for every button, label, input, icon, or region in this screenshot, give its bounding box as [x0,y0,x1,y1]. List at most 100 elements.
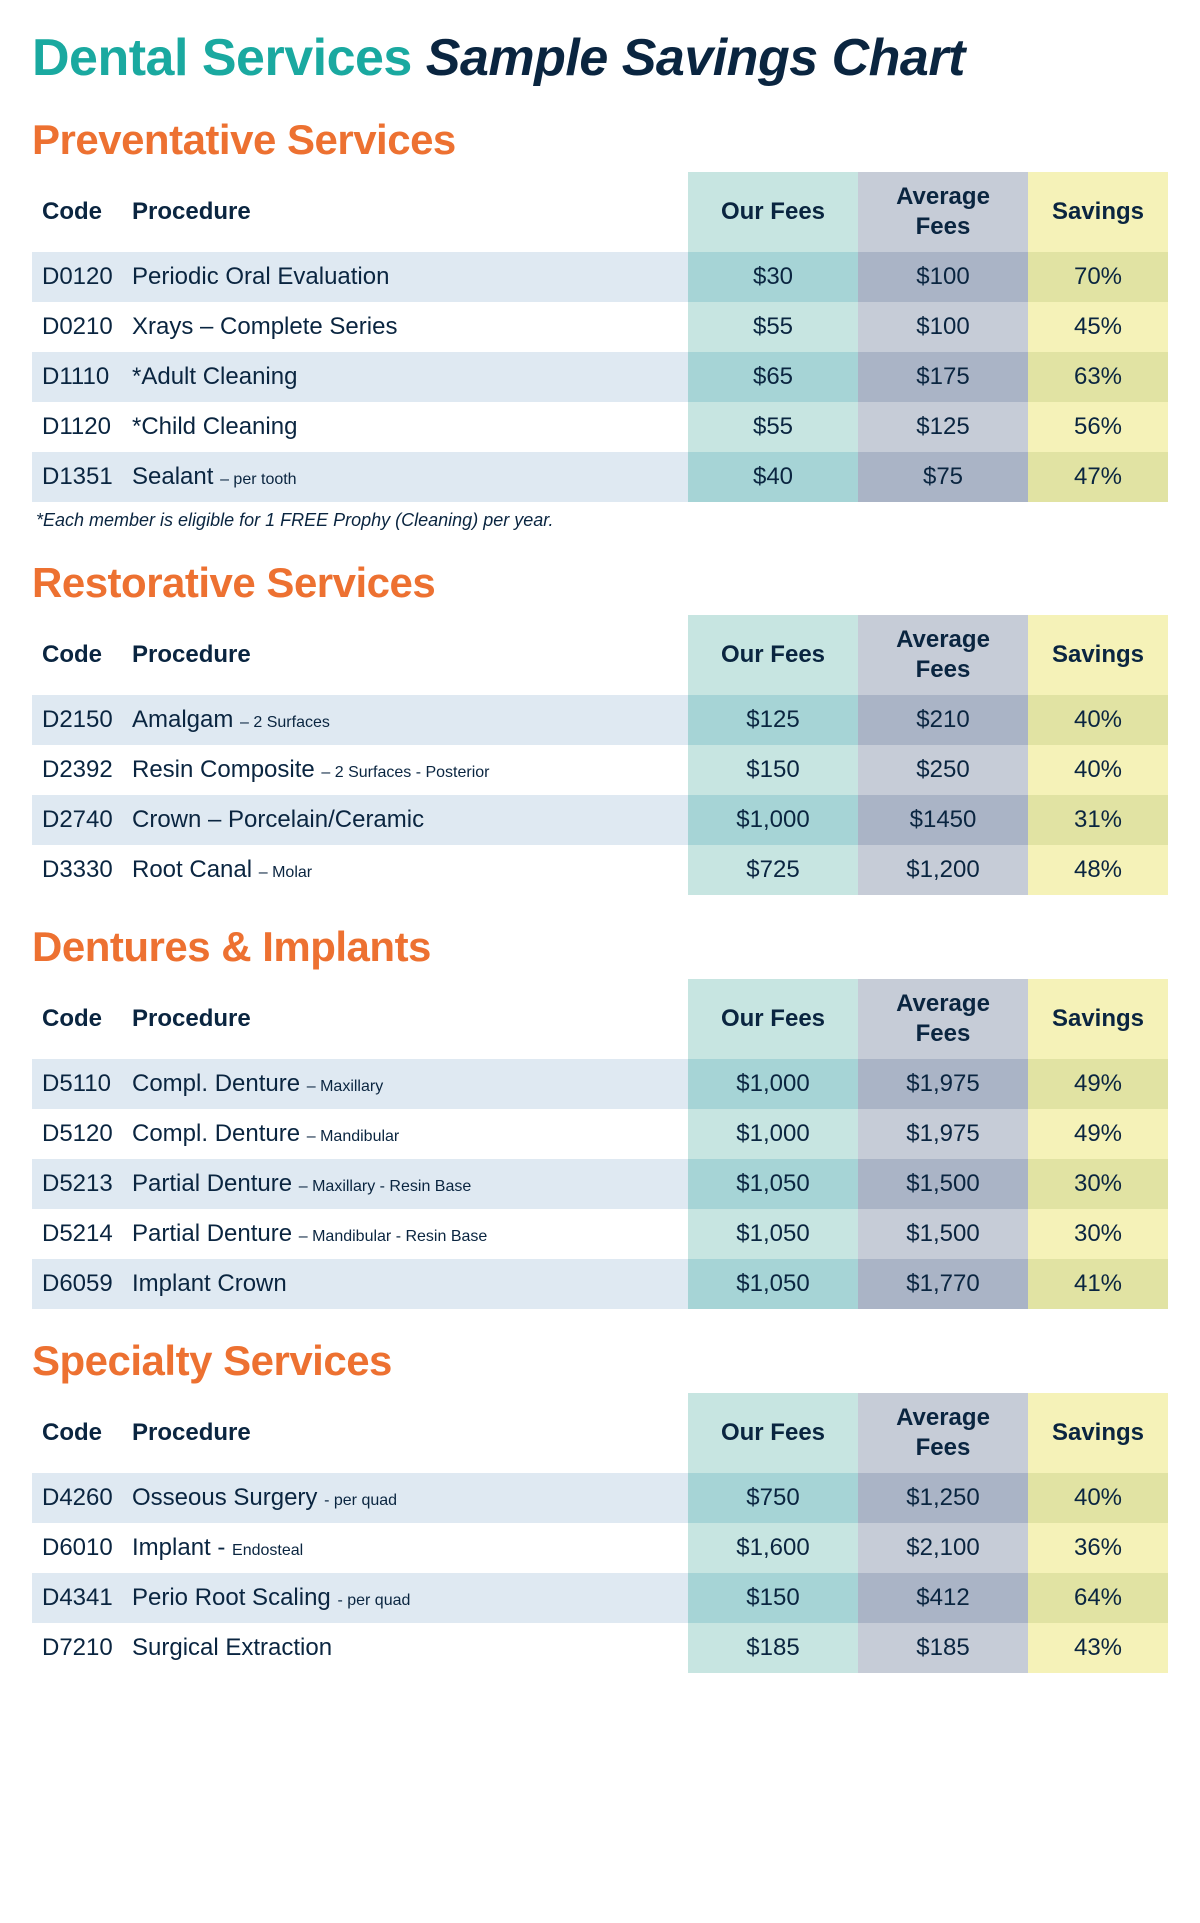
cell-procedure: Surgical Extraction [122,1623,688,1673]
cell-avg-fees: $100 [858,302,1028,352]
section-heading: Specialty Services [32,1337,1168,1385]
cell-procedure: Crown – Porcelain/Ceramic [122,795,688,845]
procedure-subnote: – Mandibular - Resin Base [299,1228,488,1245]
cell-our-fees: $150 [688,1573,858,1623]
table-row: D5214Partial Denture – Mandibular - Resi… [32,1209,1168,1259]
table-row: D2392Resin Composite – 2 Surfaces - Post… [32,745,1168,795]
cell-code: D4260 [32,1473,122,1523]
cell-code: D2150 [32,695,122,745]
cell-savings: 49% [1028,1059,1168,1109]
col-header-savings: Savings [1028,1393,1168,1473]
cell-savings: 48% [1028,845,1168,895]
procedure-name: Partial Denture [132,1220,292,1247]
cell-avg-fees: $1,200 [858,845,1028,895]
cell-avg-fees: $1,975 [858,1109,1028,1159]
procedure-name: Implant Crown [132,1270,287,1297]
table-row: D1120*Child Cleaning$55$12556% [32,402,1168,452]
col-header-code: Code [32,979,122,1059]
procedure-subnote: – per tooth [220,471,297,488]
cell-procedure: Amalgam – 2 Surfaces [122,695,688,745]
table-row: D6010Implant - Endosteal$1,600$2,10036% [32,1523,1168,1573]
cell-our-fees: $150 [688,745,858,795]
procedure-name: Surgical Extraction [132,1634,332,1661]
section-heading: Preventative Services [32,116,1168,164]
col-header-savings: Savings [1028,615,1168,695]
table-row: D5120Compl. Denture – Mandibular$1,000$1… [32,1109,1168,1159]
cell-procedure: Xrays – Complete Series [122,302,688,352]
cell-savings: 70% [1028,252,1168,302]
col-header-procedure: Procedure [122,615,688,695]
services-section: Specialty Services CodeProcedureOur FeesA… [32,1337,1168,1673]
procedure-name: Perio Root Scaling [132,1584,331,1611]
cell-savings: 40% [1028,695,1168,745]
cell-code: D6059 [32,1259,122,1309]
table-row: D1110*Adult Cleaning$65$17563% [32,352,1168,402]
procedure-name: Osseous Surgery [132,1484,317,1511]
cell-savings: 43% [1028,1623,1168,1673]
cell-procedure: Partial Denture – Mandibular - Resin Bas… [122,1209,688,1259]
cell-code: D0210 [32,302,122,352]
cell-procedure: *Adult Cleaning [122,352,688,402]
table-row: D7210Surgical Extraction$185$18543% [32,1623,1168,1673]
table-row: D2150Amalgam – 2 Surfaces$125$21040% [32,695,1168,745]
table-header-row: CodeProcedureOur FeesAverage FeesSavings [32,615,1168,695]
table-row: D4341Perio Root Scaling - per quad$150$4… [32,1573,1168,1623]
cell-our-fees: $725 [688,845,858,895]
cell-avg-fees: $250 [858,745,1028,795]
col-header-our-fees: Our Fees [688,172,858,252]
col-header-avg-fees: Average Fees [858,1393,1028,1473]
col-header-procedure: Procedure [122,172,688,252]
procedure-name: Crown – Porcelain/Ceramic [132,806,424,833]
col-header-our-fees: Our Fees [688,1393,858,1473]
col-header-avg-fees: Average Fees [858,615,1028,695]
cell-savings: 40% [1028,1473,1168,1523]
cell-procedure: Perio Root Scaling - per quad [122,1573,688,1623]
col-header-our-fees: Our Fees [688,615,858,695]
cell-our-fees: $125 [688,695,858,745]
section-footnote: *Each member is eligible for 1 FREE Prop… [32,502,1168,531]
cell-code: D5214 [32,1209,122,1259]
cell-avg-fees: $125 [858,402,1028,452]
fees-table: CodeProcedureOur FeesAverage FeesSavings… [32,979,1168,1309]
cell-procedure: Osseous Surgery - per quad [122,1473,688,1523]
col-header-code: Code [32,1393,122,1473]
table-row: D0210Xrays – Complete Series$55$10045% [32,302,1168,352]
table-row: D4260Osseous Surgery - per quad$750$1,25… [32,1473,1168,1523]
cell-code: D5213 [32,1159,122,1209]
cell-code: D1110 [32,352,122,402]
cell-avg-fees: $210 [858,695,1028,745]
procedure-subnote: – Maxillary - Resin Base [299,1178,472,1195]
cell-our-fees: $55 [688,302,858,352]
cell-our-fees: $1,050 [688,1159,858,1209]
cell-our-fees: $40 [688,452,858,502]
col-header-code: Code [32,615,122,695]
table-row: D1351Sealant – per tooth$40$7547% [32,452,1168,502]
col-header-our-fees: Our Fees [688,979,858,1059]
cell-code: D5120 [32,1109,122,1159]
col-header-procedure: Procedure [122,979,688,1059]
cell-procedure: Compl. Denture – Mandibular [122,1109,688,1159]
cell-code: D4341 [32,1573,122,1623]
cell-code: D7210 [32,1623,122,1673]
cell-savings: 31% [1028,795,1168,845]
cell-procedure: Root Canal – Molar [122,845,688,895]
section-heading: Restorative Services [32,559,1168,607]
cell-avg-fees: $1,770 [858,1259,1028,1309]
procedure-subnote: Endosteal [232,1542,303,1559]
procedure-name: *Adult Cleaning [132,363,297,390]
services-section: Dentures & ImplantsCodeProcedureOur Fees… [32,923,1168,1309]
procedure-name: Resin Composite [132,756,315,783]
cell-avg-fees: $175 [858,352,1028,402]
col-header-procedure: Procedure [122,1393,688,1473]
services-section: Restorative Services CodeProcedureOur Fee… [32,559,1168,895]
cell-avg-fees: $100 [858,252,1028,302]
cell-code: D2740 [32,795,122,845]
cell-avg-fees: $1,500 [858,1159,1028,1209]
cell-savings: 49% [1028,1109,1168,1159]
cell-our-fees: $1,000 [688,795,858,845]
cell-code: D1120 [32,402,122,452]
procedure-subnote: – Mandibular [307,1128,400,1145]
cell-our-fees: $1,000 [688,1109,858,1159]
procedure-name: Implant - [132,1534,225,1561]
cell-our-fees: $1,000 [688,1059,858,1109]
